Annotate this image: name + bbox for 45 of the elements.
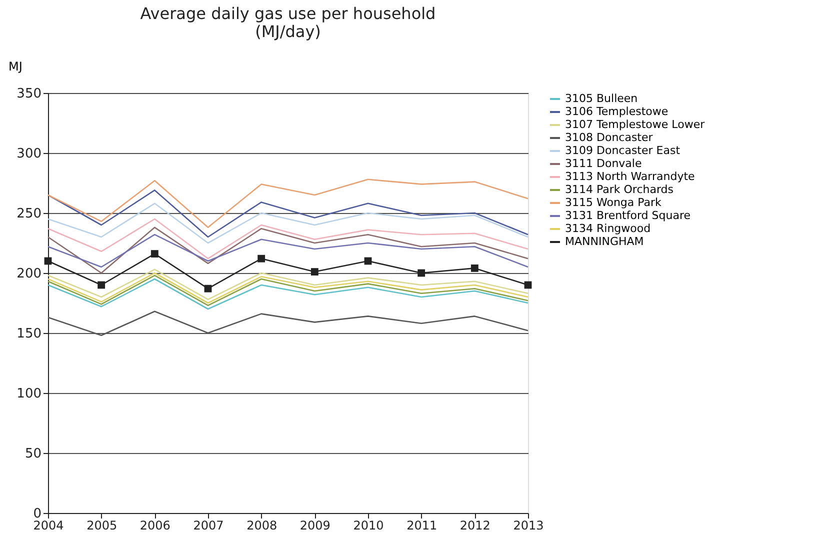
y-tick-label: 350 [16, 86, 42, 102]
legend-label: 3114 Park Orchards [565, 183, 674, 196]
x-tick-label: 2007 [193, 518, 224, 532]
legend-label: 3107 Templestowe Lower [565, 118, 706, 131]
y-tick-label: 0 [33, 506, 42, 522]
point [150, 250, 158, 258]
x-tick-label: 2010 [353, 518, 384, 532]
y-tick-label: 100 [16, 386, 42, 402]
x-tick-label: 2005 [86, 518, 118, 532]
legend-label: 3109 Doncaster East [565, 144, 681, 157]
y-tick-label: 200 [16, 266, 42, 282]
point [258, 254, 266, 262]
y-axis-title: MJ [8, 60, 22, 74]
y-tick-label: 50 [24, 446, 42, 462]
line-series [47, 178, 529, 228]
legend-label: 3111 Donvale [565, 157, 642, 170]
legend-label: 3105 Bulleen [565, 92, 638, 105]
legend-label: 3108 Doncaster [565, 131, 654, 144]
y-tick-label: 250 [16, 206, 42, 222]
point [204, 284, 212, 292]
line-series [47, 234, 529, 268]
y-tick-label: 300 [16, 146, 42, 162]
x-tick-label: 2004 [33, 518, 64, 532]
point [310, 268, 318, 276]
legend-label: 3131 Brentford Square [565, 209, 691, 222]
point [418, 269, 426, 277]
point [470, 264, 478, 272]
point [98, 281, 106, 289]
legend-label: 3113 North Warrandyte [565, 170, 696, 183]
legend-label: 3134 Ringwood [565, 222, 651, 235]
legend-label: MANNINGHAM [565, 235, 644, 248]
legend-label: 3106 Templestowe [565, 105, 668, 118]
line-series [47, 218, 529, 260]
line-series [47, 226, 529, 274]
x-tick-label: 2013 [513, 518, 544, 532]
x-tick-label: 2006 [140, 518, 170, 532]
x-tick-label: 2009 [300, 518, 330, 532]
legend-label: 3115 Wonga Park [565, 196, 662, 209]
line-series [47, 310, 529, 336]
y-tick-label: 150 [16, 326, 42, 342]
chart-title: Average daily gas use per household (MJ/day) [140, 4, 436, 41]
x-tick-label: 2012 [460, 518, 490, 532]
line-series [47, 202, 529, 244]
x-tick-label: 2008 [246, 518, 278, 532]
x-tick-label: 2011 [406, 518, 438, 532]
